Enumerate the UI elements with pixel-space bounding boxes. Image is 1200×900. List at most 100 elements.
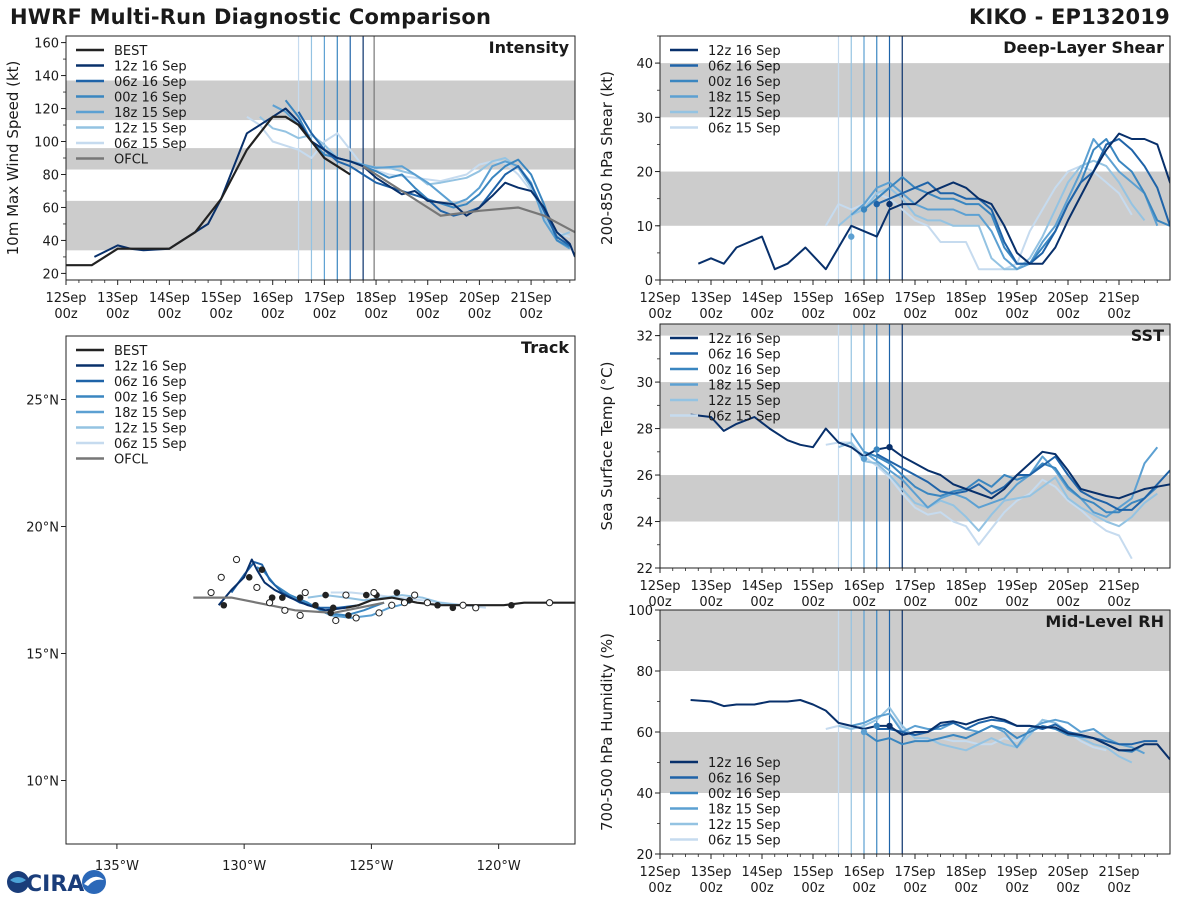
y-tick-label: 80 (42, 168, 59, 183)
x-tick-label-date: 12Sep (639, 865, 680, 880)
x-tick-label-date: 21Sep (511, 291, 552, 306)
cira-logo-text: CIRA (26, 872, 84, 897)
x-tick-label-hour: 00z (699, 595, 723, 610)
series-line-12z-15-sep (838, 706, 1133, 764)
x-tick-label-date: 15Sep (792, 291, 833, 306)
init-marker (848, 233, 855, 240)
y-tick-label: 24 (636, 516, 653, 531)
x-tick-label-hour: 00z (1005, 881, 1029, 896)
track-dot-filled (363, 591, 370, 599)
legend-label: 12z 15 Sep (114, 122, 187, 137)
x-tick-label-date: 13Sep (690, 865, 731, 880)
track-dot-open (332, 616, 340, 625)
y-tick-label: 60 (42, 201, 59, 216)
x-tick-label-hour: 00z (1056, 307, 1080, 322)
x-tick-label-hour: 00z (158, 307, 182, 322)
x-tick-label-hour: 00z (364, 307, 388, 322)
init-marker (886, 443, 893, 451)
legend-label: 00z 16 Sep (708, 787, 781, 802)
shading-band-1 (660, 610, 1170, 671)
track-dot-open (342, 591, 350, 599)
x-tick-label-hour: 00z (261, 307, 285, 322)
y-tick-label: 26 (636, 469, 653, 484)
legend-label: BEST (114, 44, 147, 59)
init-marker (873, 446, 880, 453)
x-tick-label-date: 15Sep (201, 291, 242, 306)
init-marker (873, 722, 880, 730)
x-tick-label-date: 19Sep (407, 291, 448, 306)
y-tick-label: 100 (628, 604, 653, 619)
track-dot-open (388, 601, 396, 609)
x-tick-label-hour: 00z (750, 595, 774, 610)
plot-area (690, 699, 1170, 764)
x-tick-label-date: 12Sep (639, 579, 680, 594)
x-tick-label-date: 16Sep (843, 579, 884, 594)
track-dot-filled (279, 594, 286, 601)
y-tick-label: 120 (34, 103, 59, 118)
x-tick-label-date: 21Sep (1098, 865, 1139, 880)
track-dot-open (352, 614, 360, 622)
track-dot-filled (449, 604, 457, 612)
y-axis-label: 700-500 hPa Humidity (%) (598, 633, 616, 831)
track-dot-open (545, 599, 554, 607)
shear-panel: 01020304012Sep00z13Sep00z14Sep00z15Sep00… (598, 35, 1171, 322)
x-tick-label-date: 20Sep (1047, 291, 1088, 306)
legend-label: 06z 15 Sep (114, 437, 187, 452)
x-tick-label: 120°W (477, 859, 521, 874)
x-tick-label-hour: 00z (852, 307, 876, 322)
x-tick-label-date: 13Sep (690, 579, 731, 594)
track-dot-filled (312, 601, 319, 609)
x-tick-label-hour: 00z (313, 307, 337, 322)
plot-area (690, 413, 1170, 560)
y-tick-label: 25°N (26, 394, 59, 409)
track-dot-open (459, 601, 467, 609)
panel-title: Intensity (489, 38, 570, 57)
y-tick-label: 40 (42, 234, 59, 249)
x-tick-label-date: 17Sep (894, 291, 935, 306)
legend-label: 00z 16 Sep (708, 363, 781, 378)
legend-label: 06z 16 Sep (114, 75, 187, 90)
series-line-12z-16-sep (697, 132, 1170, 271)
x-tick-label-date: 18Sep (945, 865, 986, 880)
x-tick-label-hour: 00z (1005, 595, 1029, 610)
x-tick-label-date: 16Sep (843, 865, 884, 880)
shading-band-0 (660, 171, 1170, 226)
legend-label: 06z 15 Sep (708, 410, 781, 425)
series-line-12z-16-sep (690, 413, 1170, 500)
x-tick-label-date: 13Sep (97, 291, 138, 306)
plot-area (697, 132, 1170, 271)
x-tick-label-date: 13Sep (690, 291, 731, 306)
init-marker (873, 200, 880, 208)
legend-label: 12z 16 Sep (708, 332, 781, 347)
x-tick-label-hour: 00z (1056, 595, 1080, 610)
track-dot-filled (508, 601, 515, 609)
x-tick-label-date: 18Sep (945, 579, 986, 594)
x-tick-label-hour: 00z (954, 881, 978, 896)
x-tick-label-hour: 00z (699, 307, 723, 322)
legend-label: 00z 16 Sep (708, 75, 781, 90)
plot-area (66, 99, 575, 267)
x-tick-label-hour: 00z (903, 595, 927, 610)
best-line (66, 115, 351, 267)
series-line-06z-16-sep (230, 561, 359, 609)
series-line-00z-16-sep (863, 450, 1158, 514)
x-tick-label-hour: 00z (648, 881, 672, 896)
y-tick-label: 10 (636, 220, 653, 235)
shading-band-1 (66, 148, 575, 170)
shading-band-2 (66, 80, 575, 121)
track-dot-open (296, 611, 304, 620)
y-tick-label: 80 (636, 665, 653, 680)
x-tick-label-hour: 00z (1107, 307, 1131, 322)
x-tick-label-date: 20Sep (1047, 865, 1088, 880)
x-tick-label-date: 14Sep (741, 865, 782, 880)
legend-label: 12z 15 Sep (114, 422, 187, 437)
shading-band-2 (660, 324, 1170, 336)
series-line-06z-15-sep (825, 441, 1133, 560)
legend-label: 00z 16 Sep (114, 91, 187, 106)
x-tick-label-hour: 00z (801, 307, 825, 322)
track-dot-open (266, 599, 274, 607)
legend-label: 18z 15 Sep (708, 379, 781, 394)
shading-band-1 (660, 63, 1170, 118)
main-title: HWRF Multi-Run Diagnostic Comparison (10, 5, 492, 29)
series-line-06z-15-sep (246, 115, 571, 239)
